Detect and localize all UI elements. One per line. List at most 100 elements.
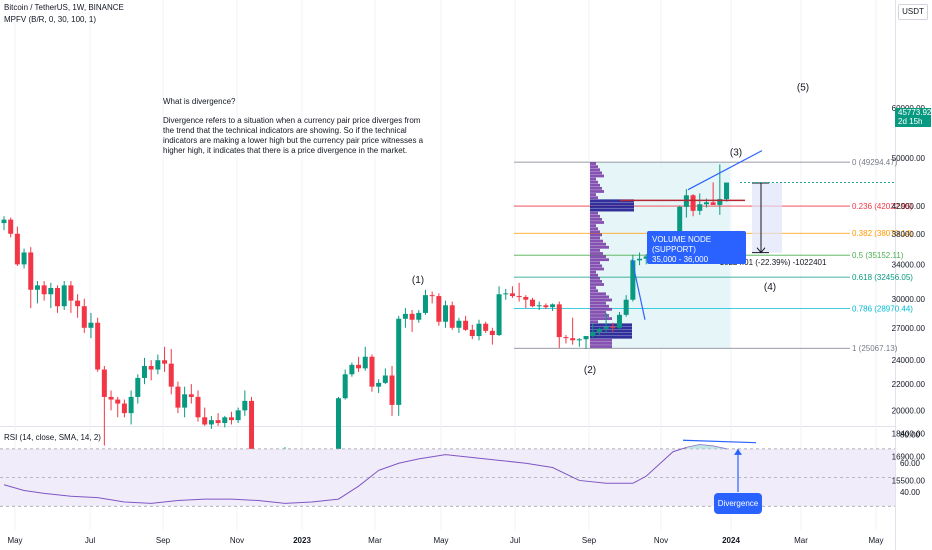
candle-body: [703, 202, 709, 205]
candle-body: [208, 420, 214, 425]
candle-body: [456, 320, 462, 328]
rsi-line: [3, 444, 727, 504]
volume-profile-bar: [590, 264, 602, 268]
volume-profile-bar: [590, 199, 634, 203]
candle-body: [68, 285, 74, 301]
candle-body: [690, 195, 696, 211]
volume-profile-bar: [590, 320, 598, 324]
volume-profile-bar: [590, 205, 634, 209]
volume-profile-bar: [590, 183, 600, 187]
time-tick-label: Nov: [654, 536, 668, 545]
divergence-callout: Divergence: [714, 493, 762, 514]
candle-body: [88, 322, 94, 328]
candle-body: [168, 363, 174, 387]
candle-body: [195, 396, 201, 418]
candle-body: [576, 339, 582, 341]
time-tick-label: Nov: [230, 536, 244, 545]
volume-profile-bar: [590, 261, 600, 265]
candle-body: [516, 296, 522, 298]
volume-profile-bar: [590, 270, 596, 274]
price-tick-label: 50000.00: [892, 154, 926, 163]
volume-profile-bar: [590, 190, 604, 193]
candle-body: [409, 313, 415, 320]
volume-profile-bar: [590, 329, 632, 333]
candle-body: [637, 258, 643, 261]
candle-body: [710, 202, 716, 205]
candle-body: [382, 375, 388, 383]
volume-profile-bar: [590, 292, 606, 296]
candle-body: [717, 199, 723, 205]
candle-body: [556, 304, 562, 338]
time-tick-label: Sep: [582, 536, 597, 545]
candle-body: [396, 318, 402, 405]
candle-body: [616, 314, 622, 328]
volume-profile-bar: [590, 211, 598, 215]
fib-level-label: 0.236 (42022.95): [852, 202, 913, 211]
volume-profile-bar: [590, 295, 609, 299]
candles: [1, 164, 730, 481]
volume-profile-bar: [590, 326, 632, 330]
volume-profile-bar: [590, 314, 609, 317]
volume-profile-bar: [590, 168, 600, 172]
last-price-tag: 45773.92 2d 15h: [895, 108, 931, 127]
note-body: Divergence refers to a situation when a …: [163, 116, 424, 155]
volume-profile-bar: [590, 217, 602, 221]
volume-profile-bar: [590, 342, 612, 345]
candle-body: [128, 396, 134, 414]
volume-profile-bar: [590, 345, 612, 348]
candle-body: [550, 304, 556, 308]
candle-body: [21, 252, 27, 265]
candle-body: [476, 323, 482, 337]
volume-profile-bar: [590, 252, 603, 255]
price-trendline: [687, 150, 763, 191]
candle-body: [697, 204, 703, 211]
volume-profile-bar: [590, 323, 632, 327]
price-tick-label: 24000.00: [892, 356, 926, 365]
rsi-label[interactable]: RSI (14, close, SMA, 14, 2): [4, 433, 101, 442]
candle-body: [155, 360, 161, 370]
volume-profile-bar: [590, 224, 596, 227]
divergence-arrow-head: [734, 448, 742, 455]
time-axis: May Jul Sep Nov 2023 Mar May Jul Sep Nov 2024 Mar Ma…: [7, 536, 883, 545]
time-tick-label: May: [7, 536, 22, 545]
candle-body: [724, 182, 730, 200]
candle-body: [543, 305, 549, 308]
indicator-label[interactable]: MPFV (B/R, 0, 30, 100, 1): [4, 15, 97, 24]
wave-labels: (1) (2) (3) (4) (5): [412, 82, 809, 376]
candle-body: [610, 326, 616, 328]
volume-profile-bar: [590, 174, 604, 178]
volume-profile-bar: [590, 180, 598, 184]
candle-body: [496, 294, 502, 336]
candle-body: [603, 326, 609, 329]
currency-button[interactable]: USDT: [898, 4, 928, 20]
volume-profile-bar: [590, 196, 598, 200]
candle-body: [443, 305, 449, 322]
volume-profile-bar: [590, 202, 634, 206]
bar-countdown: 2d 15h: [898, 117, 923, 126]
price-tick-label: 38000.00: [892, 230, 926, 239]
candle-body: [449, 305, 455, 328]
candle-body: [202, 417, 208, 425]
candle-body: [61, 285, 67, 307]
candle-body: [55, 288, 61, 307]
volume-profile-bar: [590, 335, 632, 339]
candle-body: [536, 305, 542, 307]
candle-body: [362, 356, 368, 369]
wave-label: (3): [730, 148, 742, 159]
candle-body: [101, 369, 107, 397]
time-tick-label: Jul: [510, 536, 520, 545]
candle-body: [8, 219, 14, 234]
volume-node-title: VOLUME NODE (SUPPORT): [652, 235, 712, 254]
candle-body: [590, 331, 596, 337]
time-tick-label: Sep: [156, 536, 171, 545]
measure-zone: [752, 182, 782, 253]
candle-body: [677, 206, 683, 236]
fib-level-label: 0 (49294.47): [852, 158, 898, 167]
volume-profile-bar: [590, 286, 596, 290]
volume-profile-bar: [590, 307, 612, 311]
rsi-overbought-fill: [686, 444, 727, 449]
candle-body: [402, 313, 408, 319]
candle-body: [336, 398, 341, 456]
volume-profile-bar: [590, 208, 634, 212]
